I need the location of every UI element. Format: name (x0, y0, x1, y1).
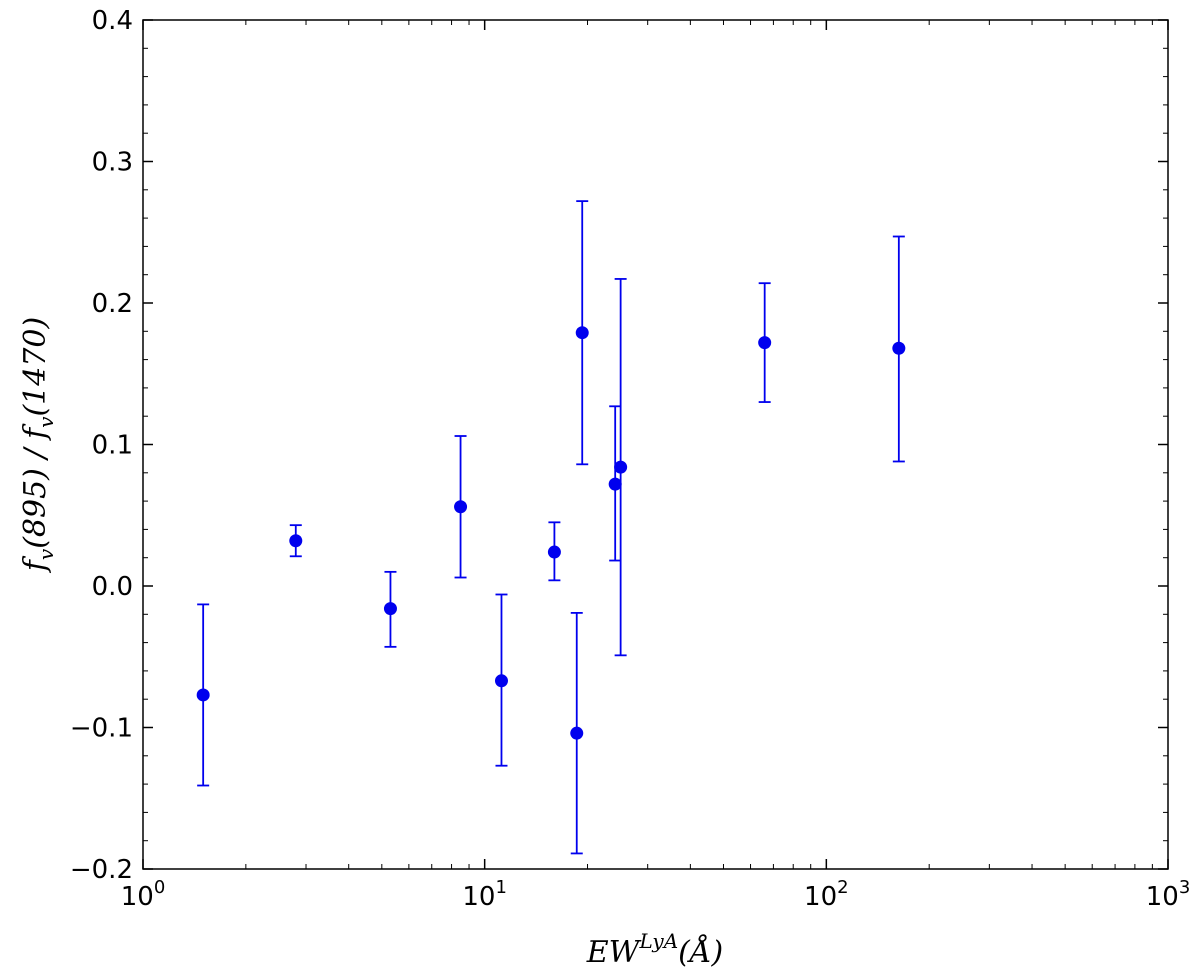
data-point (547, 521, 561, 582)
data-marker (454, 500, 468, 514)
y-tick-label: 0.0 (92, 572, 133, 602)
x-tick-base: 10 (121, 882, 154, 912)
x-tick-label: 103 (1146, 877, 1191, 912)
y-axis-title: fv(895) / fv(1470) (18, 317, 58, 573)
data-marker (758, 336, 772, 350)
data-point (892, 235, 906, 463)
data-point (289, 524, 303, 558)
data-point (454, 435, 468, 579)
axis-ticks (142, 19, 1169, 870)
x-tick-exponent: 3 (1179, 877, 1190, 898)
data-marker (289, 534, 303, 548)
data-point (575, 200, 589, 466)
data-marker (570, 726, 584, 740)
data-marker (575, 326, 589, 340)
x-tick-base: 10 (462, 882, 495, 912)
data-point (614, 278, 628, 657)
data-marker (494, 674, 508, 688)
data-marker (892, 341, 906, 355)
plot-frame (142, 19, 1169, 870)
y-tick-label: 0.2 (92, 289, 133, 319)
x-tick-base: 10 (1146, 882, 1179, 912)
data-point (494, 593, 508, 767)
data-marker (196, 688, 210, 702)
data-marks (196, 200, 906, 855)
data-point (608, 405, 622, 562)
data-marker (547, 545, 561, 559)
data-point (570, 611, 584, 855)
x-tick-label: 100 (121, 877, 166, 912)
data-point (758, 282, 772, 403)
x-tick-exponent: 0 (154, 877, 165, 898)
y-tick-label: 0.3 (92, 148, 133, 178)
x-tick-exponent: 2 (837, 877, 848, 898)
y-tick-label: 0.4 (92, 6, 133, 36)
y-tick-label: 0.1 (92, 431, 133, 461)
data-marker (608, 477, 622, 491)
x-tick-base: 10 (804, 882, 837, 912)
y-tick-label: −0.1 (70, 714, 133, 744)
x-tick-exponent: 1 (495, 877, 506, 898)
x-tick-label: 102 (804, 877, 849, 912)
data-marker (614, 460, 628, 474)
x-axis-title: EWLyA(Å) (586, 929, 723, 970)
data-marker (383, 602, 397, 616)
x-tick-label: 101 (462, 877, 507, 912)
data-point (196, 603, 210, 787)
y-tick-label: −0.2 (70, 855, 133, 885)
data-point (383, 570, 397, 648)
